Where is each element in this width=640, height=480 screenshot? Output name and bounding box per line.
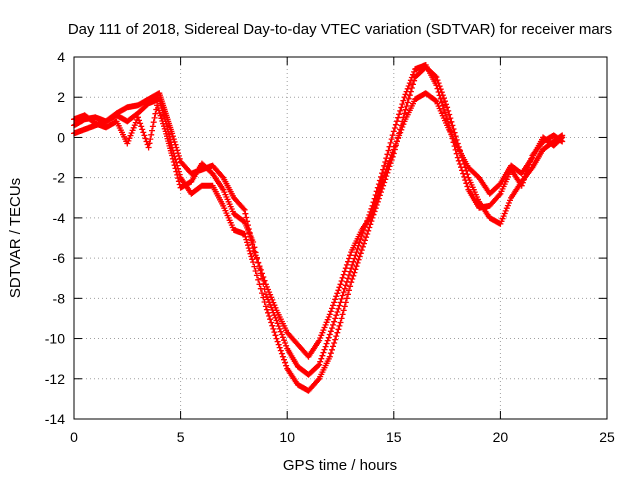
x-tick-label: 15 <box>386 429 402 445</box>
y-tick-label: -12 <box>45 371 65 387</box>
x-axis-title: GPS time / hours <box>283 457 397 474</box>
y-tick-label: 2 <box>57 89 65 105</box>
x-tick-label: 0 <box>70 429 78 445</box>
y-tick-label: -4 <box>53 210 66 226</box>
y-tick-label: -8 <box>53 290 66 306</box>
x-tick-label: 10 <box>279 429 295 445</box>
y-tick-label: -14 <box>45 411 65 427</box>
y-tick-label: -2 <box>53 170 66 186</box>
x-tick-label: 20 <box>493 429 509 445</box>
data-layer <box>71 62 566 394</box>
series-points-track-a <box>71 90 566 360</box>
x-tick-label: 5 <box>177 429 185 445</box>
chart-title: Day 111 of 2018, Sidereal Day-to-day VTE… <box>68 21 612 38</box>
y-tick-label: -6 <box>53 250 66 266</box>
series-track-a <box>71 90 566 360</box>
y-tick-label: 4 <box>57 49 65 65</box>
y-tick-label: -10 <box>45 331 65 347</box>
x-tick-label: 25 <box>599 429 615 445</box>
grid-layer <box>74 57 607 419</box>
y-axis-title: SDTVAR / TECUs <box>7 178 24 298</box>
plot-frame <box>73 56 608 420</box>
tick-layer: 0 5 10 15 20 25 -14 -12 -10 -8 -6 -4 -2 0 2 4 <box>45 49 615 445</box>
y-tick-label: 0 <box>57 129 65 145</box>
